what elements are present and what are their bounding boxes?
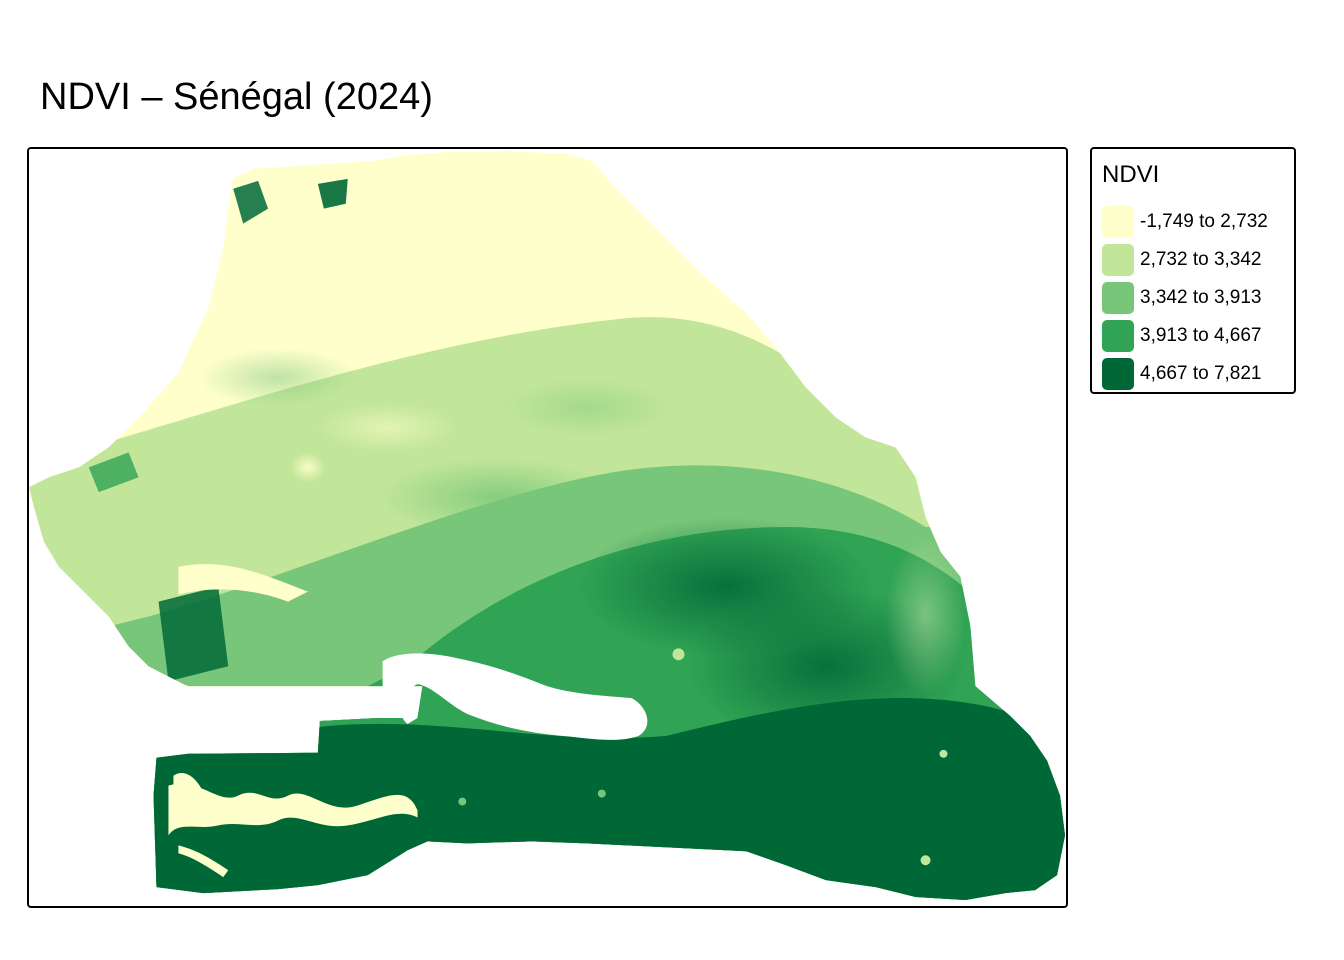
gambia-gap [382, 653, 648, 740]
senegal-raster [29, 150, 1066, 901]
legend-label: 3,913 to 4,667 [1140, 325, 1262, 346]
legend-label: 4,667 to 7,821 [1140, 363, 1262, 384]
legend-swatch [1102, 358, 1134, 390]
legend-panel: NDVI -1,749 to 2,732 2,732 to 3,342 3,34… [1090, 147, 1296, 394]
map-title: NDVI – Sénégal (2024) [40, 76, 433, 118]
legend-item: -1,749 to 2,732 [1102, 203, 1268, 241]
legend-label: -1,749 to 2,732 [1140, 211, 1268, 232]
legend-item: 3,342 to 3,913 [1102, 279, 1268, 317]
legend-items: -1,749 to 2,732 2,732 to 3,342 3,342 to … [1102, 203, 1268, 393]
map-panel[interactable] [27, 147, 1068, 908]
legend-swatch [1102, 244, 1134, 276]
legend-label: 3,342 to 3,913 [1140, 287, 1262, 308]
legend-label: 2,732 to 3,342 [1140, 249, 1262, 270]
legend-title: NDVI [1102, 161, 1160, 188]
legend-swatch [1102, 206, 1134, 238]
legend-item: 4,667 to 7,821 [1102, 355, 1268, 393]
legend-swatch [1102, 282, 1134, 314]
legend-item: 3,913 to 4,667 [1102, 317, 1268, 355]
legend-item: 2,732 to 3,342 [1102, 241, 1268, 279]
ndvi-raster-map[interactable] [29, 149, 1066, 906]
legend-swatch [1102, 320, 1134, 352]
